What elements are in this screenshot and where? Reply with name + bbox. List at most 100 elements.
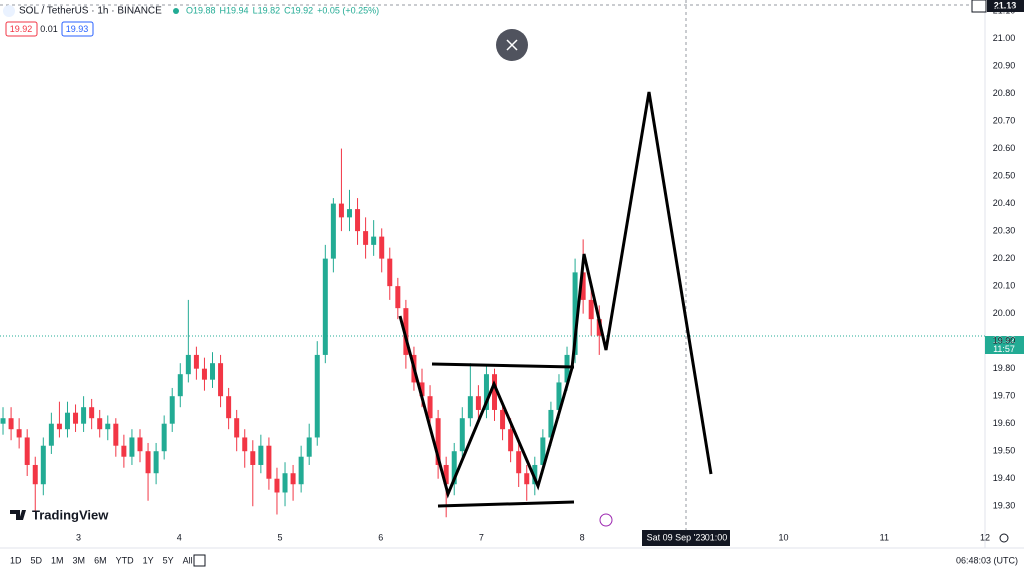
ask-box[interactable] xyxy=(61,21,94,37)
candle-body xyxy=(371,236,377,245)
cursor-price-box xyxy=(987,0,1024,12)
y-tick-label: 20.50 xyxy=(993,170,1016,180)
ohlc-value: O19.88 xyxy=(186,5,216,15)
y-tick-label: 19.80 xyxy=(993,363,1016,373)
candle-body xyxy=(427,396,433,419)
candle-body xyxy=(113,423,119,446)
ask: 19.93 xyxy=(66,24,89,34)
candle-body xyxy=(322,258,328,355)
cursor-price: 21.13 xyxy=(994,0,1017,10)
spread: 0.01 xyxy=(40,24,58,34)
candle-body xyxy=(419,382,425,397)
range-button[interactable]: 1D xyxy=(10,555,22,565)
y-tick-label: 20.80 xyxy=(993,88,1016,98)
y-tick-label: 20.20 xyxy=(993,253,1016,263)
candle-body xyxy=(282,473,288,493)
candle-body xyxy=(492,374,498,410)
countdown: 11:57 xyxy=(993,344,1015,354)
range-button[interactable]: 1Y xyxy=(143,555,154,565)
candle-body xyxy=(201,368,207,380)
candle-body xyxy=(524,473,530,485)
candle-body xyxy=(218,363,224,397)
event-icon[interactable] xyxy=(599,513,613,527)
candle-body xyxy=(363,231,369,245)
candle-body xyxy=(73,412,79,424)
candle-body xyxy=(451,451,457,485)
settings-icon[interactable] xyxy=(999,533,1009,543)
candle-body xyxy=(8,418,14,430)
user-drawings[interactable] xyxy=(398,91,713,508)
x-tick-label: 7 xyxy=(479,532,484,542)
candle-body xyxy=(508,429,514,452)
y-tick-label: 19.40 xyxy=(993,473,1016,483)
last-price: 19.92 xyxy=(993,335,1016,345)
candle-body xyxy=(443,464,449,485)
candle-body xyxy=(483,374,489,410)
neckline[interactable] xyxy=(431,362,575,369)
status-dot xyxy=(173,8,179,14)
candle-body xyxy=(338,203,344,218)
candle-body xyxy=(355,209,361,232)
cursor-time: 01:00 xyxy=(705,532,728,542)
y-tick-label: 19.60 xyxy=(993,418,1016,428)
candle-body xyxy=(540,437,546,465)
x-tick-label: 12 xyxy=(980,532,990,542)
candle-body xyxy=(56,423,62,430)
candle-body xyxy=(330,203,336,259)
ohlc-value: +0.05 (+0.25%) xyxy=(317,5,379,15)
candle-body xyxy=(588,299,594,320)
last-price-box xyxy=(985,336,1024,354)
candle-body xyxy=(226,396,232,419)
candle-body xyxy=(32,464,38,485)
y-tick-label: 19.50 xyxy=(993,446,1016,456)
range-button[interactable]: 5D xyxy=(31,555,43,565)
candle-body xyxy=(153,451,159,474)
date-range-icon[interactable] xyxy=(193,554,206,567)
y-tick-label: 19.70 xyxy=(993,391,1016,401)
candle-body xyxy=(572,272,578,355)
candle-body xyxy=(40,445,46,485)
support-line[interactable] xyxy=(437,500,575,508)
x-tick-label: 11 xyxy=(880,532,889,542)
cursor-date-box xyxy=(642,530,730,546)
candle-body xyxy=(105,423,111,430)
y-tick-label: 20.70 xyxy=(993,115,1016,125)
x-tick-label: 5 xyxy=(277,532,282,542)
range-button[interactable]: YTD xyxy=(116,555,135,565)
add-button[interactable] xyxy=(971,0,987,13)
candle-body xyxy=(0,418,6,424)
candle-body xyxy=(548,409,554,438)
y-tick-label: 21.10 xyxy=(993,5,1016,15)
candle-body xyxy=(516,451,522,474)
x-tick-label: 6 xyxy=(378,532,383,542)
candle-body xyxy=(379,236,385,259)
range-button[interactable]: 1M xyxy=(51,555,64,565)
candle-body xyxy=(81,407,87,424)
candle-body xyxy=(24,437,30,465)
range-button[interactable]: 5Y xyxy=(163,555,174,565)
logo-mark xyxy=(10,510,26,520)
ohlc-value: L19.82 xyxy=(253,5,281,15)
y-tick-label: 19.30 xyxy=(993,501,1016,511)
y-tick-label: 20.90 xyxy=(993,60,1016,70)
clock: 06:48:03 (UTC) xyxy=(956,555,1018,565)
range-button[interactable]: 6M xyxy=(94,555,107,565)
bid-box[interactable] xyxy=(5,21,38,37)
y-tick-label: 20.10 xyxy=(993,281,1016,291)
candle-body xyxy=(97,418,103,430)
candle-body xyxy=(306,437,312,457)
candle-body xyxy=(169,396,175,424)
y-tick-label: 20.30 xyxy=(993,225,1016,235)
candle-body xyxy=(500,409,506,430)
range-button[interactable]: 3M xyxy=(73,555,86,565)
candle-body xyxy=(387,258,393,287)
y-tick-label: 21.00 xyxy=(993,33,1016,43)
candle-body xyxy=(145,451,151,474)
x-tick-label: 8 xyxy=(580,532,585,542)
range-button[interactable]: All xyxy=(183,555,193,565)
candle-body xyxy=(161,423,167,452)
bid: 19.92 xyxy=(10,24,33,34)
close-icon xyxy=(506,39,518,51)
